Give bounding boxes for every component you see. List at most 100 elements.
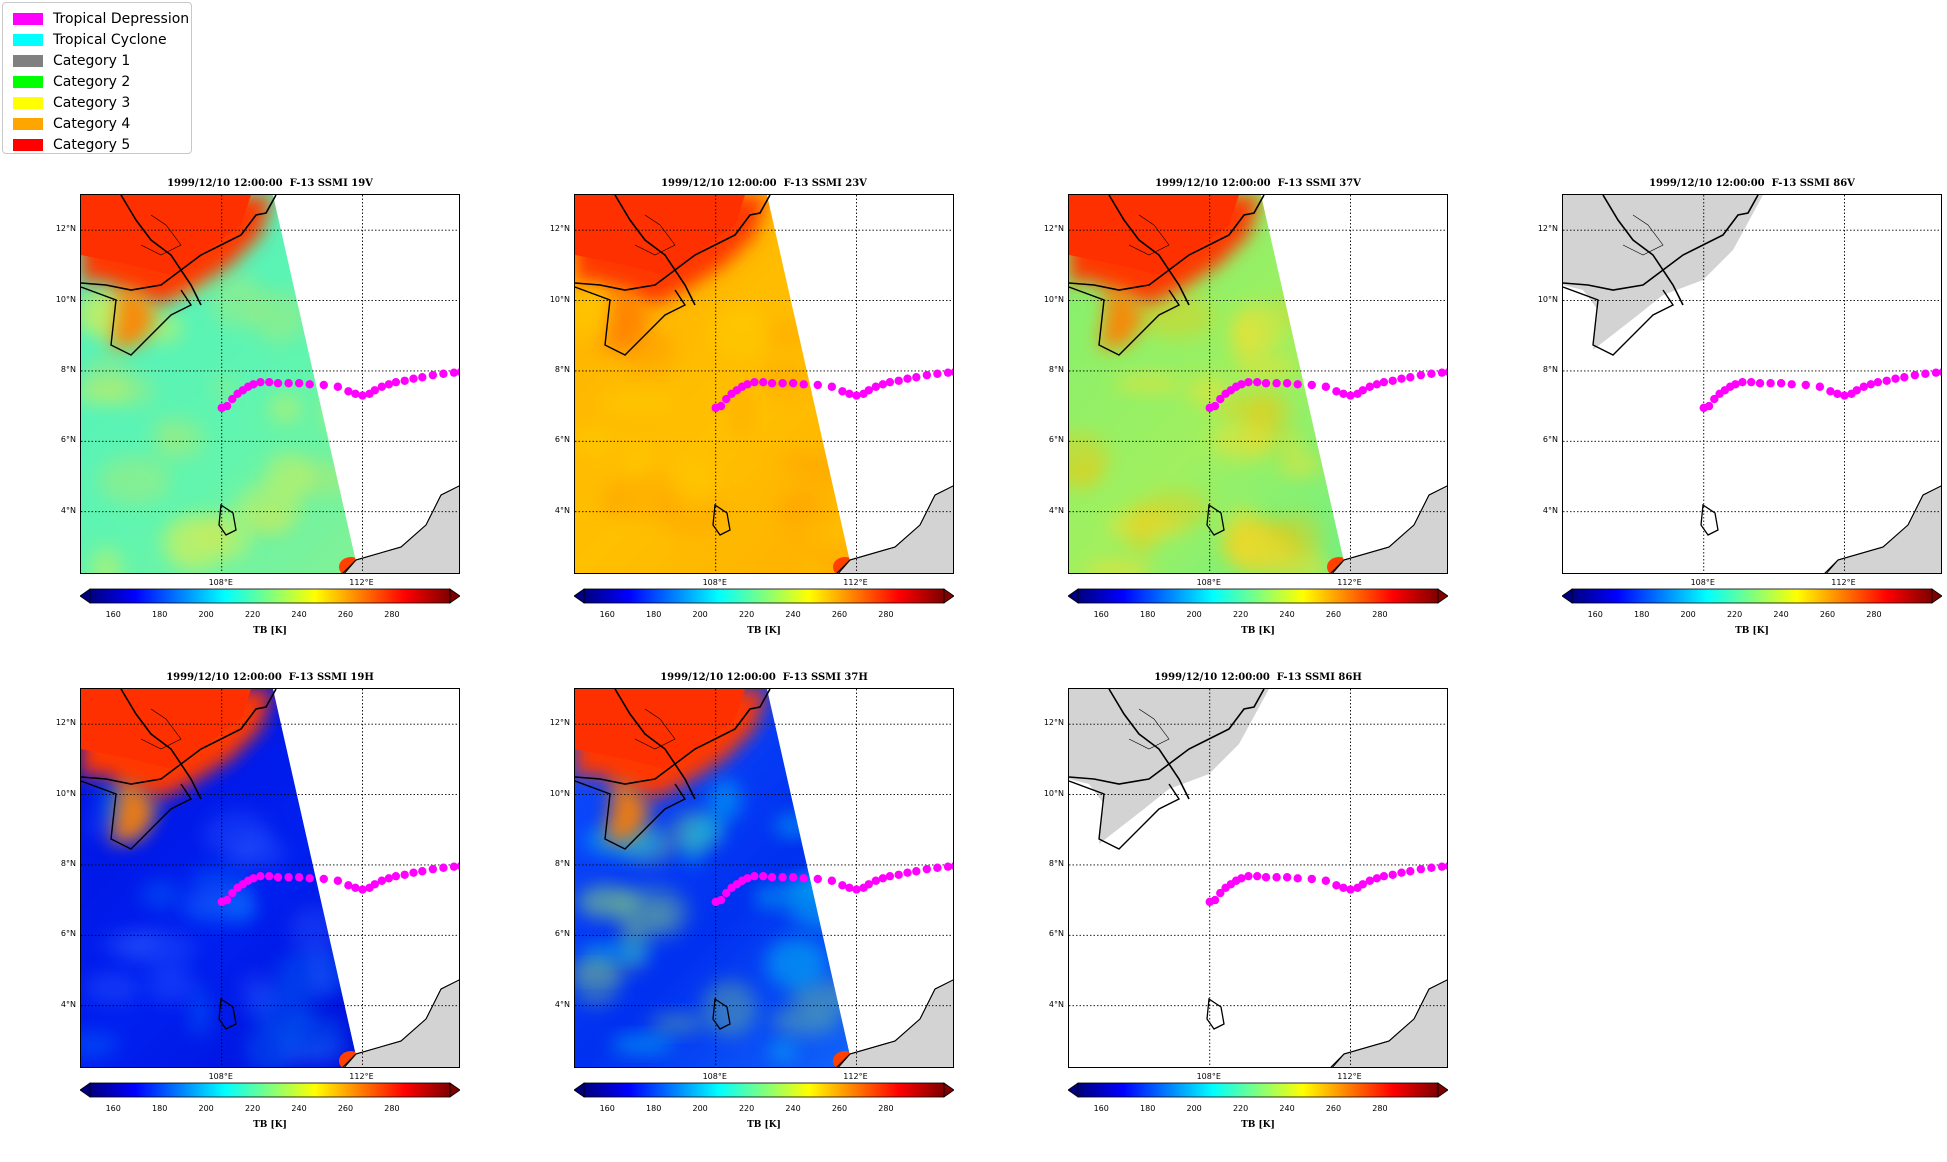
track-point [1339, 389, 1348, 398]
longitude-label: 112°E [1831, 578, 1856, 587]
track-point [1755, 379, 1765, 388]
track-point [845, 883, 854, 892]
track-point [256, 871, 265, 881]
legend-swatch [13, 97, 43, 109]
coastline [575, 286, 687, 356]
longitude-label: 112°E [843, 578, 868, 587]
coastline [575, 780, 687, 850]
legend-swatch [13, 118, 43, 130]
latitude-label: 6°N [60, 929, 76, 939]
track-point [409, 374, 418, 383]
legend-label: Tropical Cyclone [53, 32, 167, 48]
track-point [391, 871, 401, 881]
coastline [344, 979, 459, 1067]
legend-label: Category 3 [53, 95, 131, 111]
track-point [778, 873, 787, 882]
track-point [903, 868, 912, 877]
colorbar-tick-label: 160 [599, 610, 615, 619]
colorbar-tick-label: 260 [1819, 610, 1836, 619]
track-point [864, 386, 873, 395]
longitude-label: 112°E [843, 1072, 868, 1081]
latitude-label: 4°N [60, 999, 76, 1009]
track-point [1358, 880, 1367, 889]
track-point [384, 380, 394, 389]
track-point [788, 379, 798, 388]
colorbar [80, 1082, 460, 1098]
track-point [1931, 368, 1941, 377]
track-point [1406, 373, 1415, 382]
colorbar-tick-label: 240 [785, 610, 801, 619]
track-point [1840, 391, 1849, 400]
colorbar-tick-label: 280 [878, 610, 894, 619]
track-point [1379, 377, 1389, 387]
legend-swatch [13, 76, 43, 88]
latitude-label: 6°N [1048, 929, 1064, 939]
island [218, 503, 237, 536]
map-area [80, 688, 460, 1068]
track-point [400, 870, 409, 879]
colorbar-tick-label: 260 [831, 610, 848, 619]
colorbar-tick-label: 180 [1140, 1104, 1156, 1113]
map-area [574, 688, 954, 1068]
latitude-label: 10°N [1043, 294, 1064, 304]
legend-item: Category 3 [13, 93, 130, 113]
legend-label: Category 2 [53, 74, 131, 90]
land-mass [1563, 195, 1941, 350]
track-point [1826, 387, 1835, 396]
map-area [1068, 194, 1448, 574]
island [1206, 997, 1225, 1030]
colorbar-tick-label: 180 [646, 610, 662, 619]
track-point [344, 881, 353, 890]
coastline [344, 485, 459, 573]
land-mass [836, 485, 953, 573]
track-point [743, 380, 752, 389]
track-point [894, 870, 903, 879]
track-point [827, 876, 837, 885]
latitude-label: 8°N [1048, 364, 1064, 374]
colorbar-tick-label: 160 [1093, 1104, 1109, 1113]
colorbar-label: TB [K] [747, 626, 781, 636]
latitude-label: 6°N [554, 929, 570, 939]
track-point [750, 377, 759, 387]
track-point [1365, 876, 1375, 885]
track-point [456, 862, 459, 870]
storm-category-legend: Tropical Depression Tropical Cyclone Categ… [2, 2, 192, 154]
colorbar [1068, 588, 1448, 604]
colorbar-tick-label: 260 [1325, 1104, 1342, 1113]
track-point [428, 864, 438, 874]
map-svg [81, 195, 459, 573]
track-point [1704, 401, 1714, 411]
colorbar-tick-label: 220 [244, 610, 261, 619]
legend-label: Tropical Depression [53, 11, 190, 27]
track-point [449, 368, 459, 377]
colorbar-tick-label: 260 [337, 610, 354, 619]
colorbar-tick-label: 200 [692, 1104, 708, 1113]
track-point [1882, 376, 1891, 385]
island [712, 503, 731, 536]
colorbar-tick-label: 280 [384, 1104, 400, 1113]
track-point [249, 874, 258, 883]
track-point [418, 373, 427, 382]
latitude-label: 4°N [1048, 505, 1064, 515]
track-point [1332, 387, 1341, 396]
map-svg [575, 195, 953, 573]
track-point [1253, 871, 1262, 881]
colorbar-tick-label: 280 [384, 610, 400, 619]
map-svg [1069, 195, 1447, 573]
colorbar-tick-label: 180 [152, 1104, 168, 1113]
latitude-label: 12°N [1043, 718, 1064, 728]
track-point [439, 863, 448, 872]
longitude-label: 108°E [702, 1072, 727, 1081]
track-point [1938, 368, 1941, 376]
track-point [767, 379, 777, 388]
coastline [838, 485, 953, 573]
track-point [1210, 895, 1220, 905]
latitude-label: 4°N [554, 505, 570, 515]
land-mass [1824, 485, 1941, 573]
colorbar-tick-label: 180 [646, 1104, 662, 1113]
track-point [1900, 373, 1909, 382]
latitude-label: 6°N [1048, 435, 1064, 445]
latitude-label: 10°N [55, 294, 76, 304]
latitude-label: 8°N [554, 364, 570, 374]
longitude-label: 108°E [1196, 578, 1221, 587]
